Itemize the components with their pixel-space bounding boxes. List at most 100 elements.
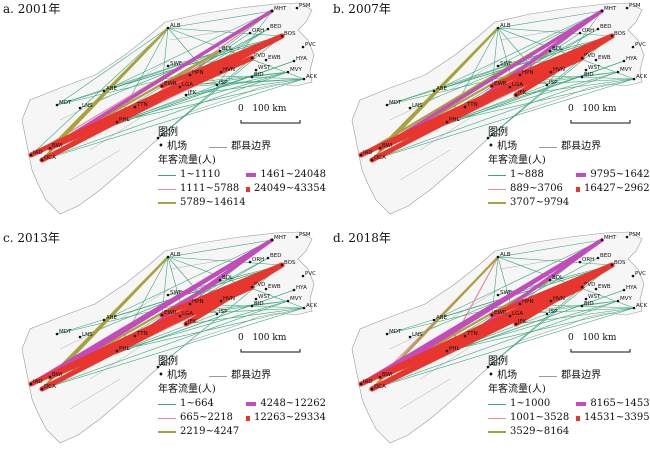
airport-label-ewr: EWR xyxy=(494,81,507,87)
airport-dot-bos xyxy=(610,34,614,38)
airport-label-mdt: MDT xyxy=(59,329,72,335)
airport-label-lga: LGA xyxy=(512,82,523,88)
airport-label-psm: PSM xyxy=(299,3,311,9)
airport-dot-alb xyxy=(496,26,500,30)
flow-line-iad-mht xyxy=(29,238,274,386)
airport-label-mdt: MDT xyxy=(389,329,402,335)
flow-line-ewr-bos xyxy=(489,262,615,318)
airport-label: 机场 xyxy=(497,370,518,381)
class-swatch-5 xyxy=(246,186,250,192)
airport-label-swf: SWF xyxy=(500,61,512,67)
airport-dot-pvc xyxy=(631,45,635,49)
legend: 图例 • 机场 郡县边界 年客流量(人) 1~888 9795~16426 889… xyxy=(488,126,650,210)
class-swatch-4 xyxy=(576,173,587,177)
flow-line-alb-mht xyxy=(497,10,603,29)
scale-text: 100 km xyxy=(252,104,287,114)
airport-label-ttn: TTN xyxy=(136,102,148,108)
airport-label-iad: IAD xyxy=(363,379,373,385)
airport-dot-psm xyxy=(295,235,299,239)
boundary-label: 郡县边界 xyxy=(231,370,272,381)
flow-line-alb-mht xyxy=(167,239,273,258)
airport-dot-abe xyxy=(432,318,436,322)
class-swatch-4 xyxy=(246,173,257,177)
class-label-4: 8165~14530 xyxy=(590,398,650,409)
airport-label-ttn: TTN xyxy=(466,102,478,108)
flow-line-iad-alb xyxy=(30,27,169,156)
class-swatch-2 xyxy=(488,188,506,190)
airport-label-acy: ACY xyxy=(160,362,171,368)
airport-label-hvn: HVN xyxy=(223,296,235,302)
flow-line-alb-phl xyxy=(116,256,169,352)
airport-dot-orh xyxy=(578,260,582,264)
airport-label-ack: ACK xyxy=(306,303,318,309)
airport-label-hya: HYA xyxy=(626,285,637,291)
airport-label-bed: BED xyxy=(600,253,611,259)
class-label-3: 3529~8164 xyxy=(510,426,570,437)
airport-label-isp: ISP xyxy=(219,309,228,315)
airport-label-hya: HYA xyxy=(296,285,307,291)
flow-line-alb-bos xyxy=(167,27,283,37)
airport-dot-hvn xyxy=(219,70,223,74)
flow-line-dca-pvd xyxy=(369,284,585,392)
scale-text: 100 km xyxy=(582,104,617,114)
airport-label-lns: LNS xyxy=(82,332,93,338)
legend: 图例 • 机场 郡县边界 年客流量(人) 1~664 4248~12262 665… xyxy=(158,355,326,439)
airport-dot-isp xyxy=(545,83,549,87)
airport-label-mht: MHT xyxy=(604,6,617,12)
airport-label-bdl: BDL xyxy=(222,46,234,52)
airport-label-dca: DCA xyxy=(374,384,386,390)
airport-dot-bwi xyxy=(378,375,382,379)
airport-label-orh: ORH xyxy=(252,28,264,34)
airport-label-mvy: MVY xyxy=(620,296,633,302)
airport-dot-swf xyxy=(166,293,170,297)
flow-line-phl-mvy xyxy=(116,71,289,123)
airport-dot-psm xyxy=(625,235,629,239)
airport-dot-psm xyxy=(295,6,299,10)
airport-label-bed: BED xyxy=(600,24,611,30)
airport-label-alb: ALB xyxy=(500,23,511,29)
flow-line-abe-mht xyxy=(433,10,603,92)
airport-dot-hpn xyxy=(518,302,522,306)
airport-label-bdl: BDL xyxy=(222,275,234,281)
legend: 图例 • 机场 郡县边界 年客流量(人) 1~1000 8165~14530 10… xyxy=(488,355,650,439)
airport-dot-bed xyxy=(266,27,270,31)
class-swatch-3 xyxy=(488,431,506,433)
airport-dot-bdl xyxy=(548,278,552,282)
county-boundary xyxy=(119,288,171,320)
airport-dot-alb xyxy=(166,255,170,259)
scale-bar-line xyxy=(240,120,301,124)
flow-line-acy-pvd xyxy=(487,286,583,368)
airport-dot-acy xyxy=(156,365,160,369)
class-swatch-5 xyxy=(246,415,250,421)
airport-dot-mdt xyxy=(385,332,389,336)
flow-line-phl-ack xyxy=(446,78,635,123)
flow-line-alb-bos xyxy=(497,256,613,266)
airport-label-phl: PHL xyxy=(119,117,130,123)
boundary-swatch xyxy=(209,146,228,148)
class-label-4: 1461~24048 xyxy=(260,169,326,180)
airport-dot-dca xyxy=(370,387,374,391)
flow-title: 年客流量(人) xyxy=(488,384,546,395)
airport-label-bos: BOS xyxy=(284,31,296,37)
airport-dot-hya xyxy=(292,59,296,63)
flow-line-ewr-bos xyxy=(159,33,285,89)
airport-dot-mvy xyxy=(616,299,620,303)
flow-line-abe-mht xyxy=(103,10,273,92)
airport-dot-wst xyxy=(254,68,258,72)
county-boundary xyxy=(389,95,441,121)
flow-line-dca-ack xyxy=(371,78,635,161)
flow-line-alb-bwi xyxy=(378,26,500,150)
boundary-label: 郡县边界 xyxy=(231,141,272,152)
airport-label-hya: HYA xyxy=(296,56,307,62)
scale-zero: 0 xyxy=(568,104,574,114)
airport-label-mdt: MDT xyxy=(59,100,72,106)
airport-label-pvd: PVD xyxy=(254,53,265,59)
airport-dot-hya xyxy=(292,288,296,292)
scale-bar-line xyxy=(240,349,301,353)
scale-zero: 0 xyxy=(238,104,244,114)
airport-dot-hvn xyxy=(549,299,553,303)
airport-label-mvy: MVY xyxy=(620,67,633,73)
airport-label-alb: ALB xyxy=(170,23,181,29)
airport-dot-mdt xyxy=(55,103,59,107)
